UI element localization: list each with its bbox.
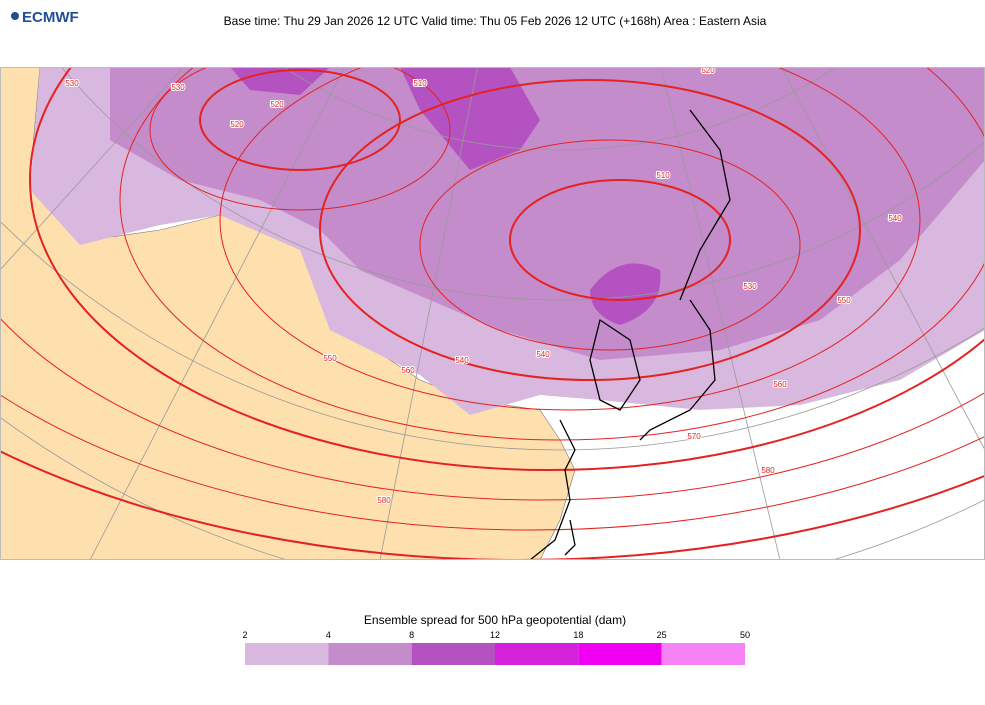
legend-tick: 18	[573, 630, 583, 640]
contour-label: 560	[401, 366, 415, 375]
coastline	[529, 109, 731, 560]
legend: 2 4 8 12 18 25 50	[242, 630, 750, 665]
contour-label: 580	[761, 466, 775, 475]
legend-swatch	[578, 643, 662, 665]
contour-label: 540	[888, 214, 902, 223]
legend-swatch	[245, 643, 329, 665]
contour-label: 560	[773, 380, 787, 389]
graticule	[0, 67, 985, 560]
logo-text: ECMWF	[22, 9, 79, 26]
legend-tick: 2	[242, 630, 247, 640]
contour-label: 510	[656, 171, 670, 180]
contour-label: 510	[413, 79, 427, 88]
contour-label: 550	[837, 296, 851, 305]
map: 530 520 520 510 530 510 520 550 560 540 540 530 550 5…	[0, 66, 985, 560]
contour-label: 540	[455, 356, 469, 365]
contour-label: 550	[323, 354, 337, 363]
contour-label: 520	[270, 100, 284, 109]
legend-tick: 12	[490, 630, 500, 640]
contour-label: 520	[701, 66, 715, 75]
legend-tick: 4	[326, 630, 331, 640]
contour-label: 520	[230, 120, 244, 129]
contours	[0, 67, 985, 560]
contour-label: 580	[377, 496, 391, 505]
spread-8-12b	[590, 263, 661, 325]
contour-label: 530	[171, 83, 185, 92]
spread-8-12	[200, 67, 540, 170]
header-title: Base time: Thu 29 Jan 2026 12 UTC Valid …	[224, 14, 767, 28]
legend-tick: 50	[740, 630, 750, 640]
legend-tick: 8	[409, 630, 414, 640]
contour-labels: 530 520 520 510 530 510 520 550 560 540 540 530 550 5…	[64, 66, 903, 506]
logo: ECMWF	[11, 9, 79, 26]
legend-swatch	[495, 643, 579, 665]
legend-swatch	[411, 643, 495, 665]
legend-swatch	[328, 643, 412, 665]
spread-8-12c	[230, 67, 330, 95]
contour-label: 540	[536, 350, 550, 359]
contour-label: 570	[687, 432, 701, 441]
contour-label: 530	[743, 282, 757, 291]
legend-swatch	[661, 643, 745, 665]
legend-tick: 25	[657, 630, 667, 640]
contour-label: 530	[65, 79, 79, 88]
legend-title: Ensemble spread for 500 hPa geopotential…	[364, 613, 626, 627]
spread-4-8	[110, 67, 985, 360]
